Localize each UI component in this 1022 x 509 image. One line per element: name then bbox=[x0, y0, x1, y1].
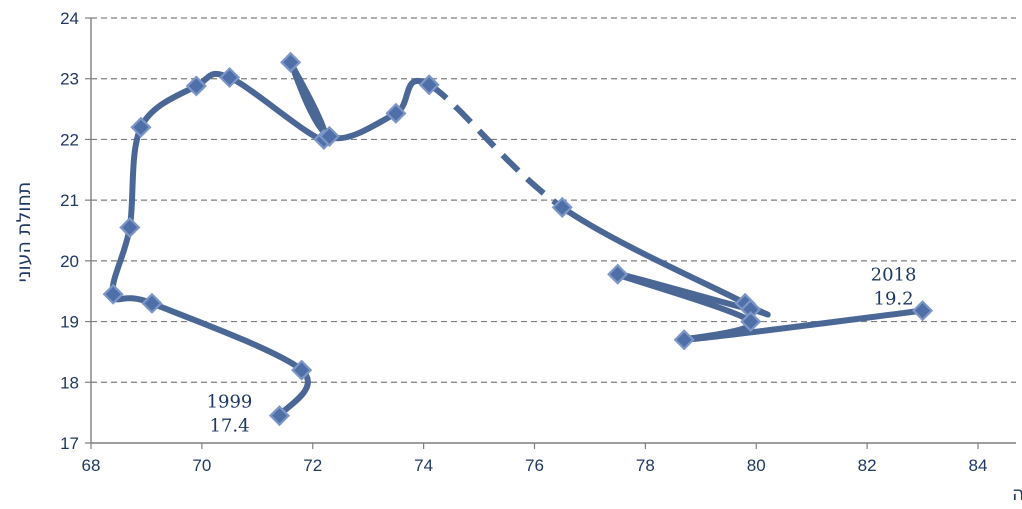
series-line-part-2 bbox=[559, 204, 926, 344]
annotation-value-1999: 17.4 bbox=[209, 416, 249, 437]
grid-lines bbox=[91, 17, 1016, 383]
data-point-16 bbox=[607, 263, 629, 285]
x-tick-label-78: 78 bbox=[636, 456, 655, 475]
data-point-10 bbox=[318, 125, 340, 147]
data-point-4 bbox=[119, 216, 141, 239]
x-tick-label-82: 82 bbox=[858, 456, 877, 475]
y-tick-label-19: 19 bbox=[60, 313, 79, 332]
annotation-value-2018: 19.2 bbox=[874, 289, 914, 310]
y-tick-label-22: 22 bbox=[60, 130, 79, 149]
y-tick-label-21: 21 bbox=[60, 191, 79, 210]
data-point-0 bbox=[268, 405, 291, 427]
data-point-1 bbox=[291, 359, 313, 381]
data-point-2 bbox=[141, 292, 163, 314]
annotation-year-1999: 1999 bbox=[207, 392, 253, 413]
series-line bbox=[109, 59, 926, 419]
x-tick-labels: 68 70 72 74 76 78 80 82 84 bbox=[82, 456, 988, 475]
annotations: 1999 17.4 2018 19.2 bbox=[207, 265, 917, 437]
series-line-dashed bbox=[427, 82, 564, 210]
x-tick-label-80: 80 bbox=[747, 456, 766, 475]
y-tick-label-23: 23 bbox=[60, 70, 79, 89]
y-tick-label-24: 24 bbox=[60, 9, 79, 28]
annotation-year-2018: 2018 bbox=[871, 265, 917, 286]
x-tick-label-72: 72 bbox=[303, 456, 322, 475]
x-axis-label: שיעור תעסוקה bbox=[1012, 483, 1022, 505]
x-tick-label-70: 70 bbox=[192, 456, 211, 475]
y-tick-label-17: 17 bbox=[60, 434, 79, 453]
series-line-part-1 bbox=[109, 59, 433, 419]
y-tick-labels: 17 18 19 20 21 22 23 24 bbox=[60, 9, 79, 453]
data-point-19 bbox=[912, 300, 934, 322]
y-axis-label: תחולת העוני bbox=[13, 182, 35, 283]
data-point-3 bbox=[102, 283, 124, 305]
data-points bbox=[102, 51, 934, 427]
x-tick-label-76: 76 bbox=[525, 456, 544, 475]
axes bbox=[85, 17, 1016, 449]
data-point-12 bbox=[418, 74, 440, 96]
data-point-6 bbox=[185, 75, 207, 97]
data-point-7 bbox=[219, 66, 241, 89]
data-point-9 bbox=[280, 51, 302, 73]
data-point-11 bbox=[385, 102, 407, 124]
data-point-17 bbox=[740, 311, 762, 333]
x-tick-label-84: 84 bbox=[969, 456, 988, 475]
data-point-5 bbox=[130, 116, 152, 138]
data-point-18 bbox=[673, 329, 695, 351]
x-tick-label-68: 68 bbox=[82, 456, 101, 475]
y-tick-label-18: 18 bbox=[60, 373, 79, 392]
y-tick-label-20: 20 bbox=[60, 252, 79, 271]
data-point-13 bbox=[551, 196, 573, 218]
x-tick-label-74: 74 bbox=[414, 456, 433, 475]
